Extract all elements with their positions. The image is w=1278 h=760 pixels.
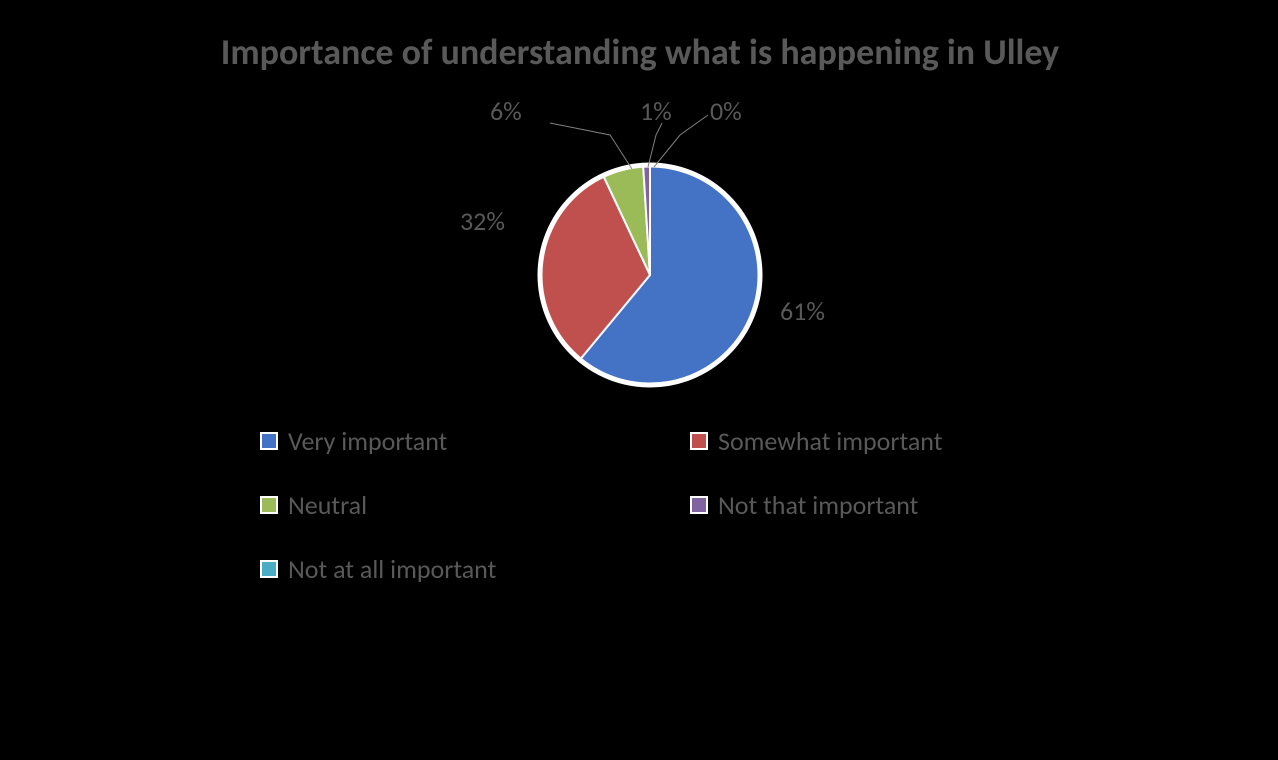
data-label-somewhat-important: 32% bbox=[460, 205, 505, 237]
legend-item-not-at-all-important: Not at all important bbox=[260, 553, 650, 585]
data-label-not-at-all-important: 0% bbox=[710, 95, 742, 127]
legend-label: Not that important bbox=[718, 489, 918, 521]
legend-item-very-important: Very important bbox=[260, 425, 650, 457]
legend-swatch bbox=[260, 560, 278, 578]
pie-chart-container: Importance of understanding what is happ… bbox=[140, 30, 1140, 585]
data-label-neutral: 6% bbox=[490, 95, 522, 127]
legend-label: Not at all important bbox=[288, 553, 496, 585]
legend-swatch bbox=[690, 496, 708, 514]
chart-title: Importance of understanding what is happ… bbox=[140, 30, 1140, 75]
legend-swatch bbox=[260, 432, 278, 450]
data-label-not-that-important: 1% bbox=[640, 95, 672, 127]
leader-line bbox=[550, 123, 632, 169]
data-label-very-important: 61% bbox=[780, 295, 825, 327]
legend-label: Very important bbox=[288, 425, 447, 457]
legend-label: Neutral bbox=[288, 489, 367, 521]
leader-lines bbox=[140, 95, 1140, 415]
legend-label: Somewhat important bbox=[718, 425, 942, 457]
legend-swatch bbox=[690, 432, 708, 450]
legend-item-neutral: Neutral bbox=[260, 489, 650, 521]
legend-item-not-that-important: Not that important bbox=[690, 489, 1080, 521]
legend: Very important Somewhat important Neutra… bbox=[260, 425, 1080, 585]
legend-swatch bbox=[260, 496, 278, 514]
legend-item-somewhat-important: Somewhat important bbox=[690, 425, 1080, 457]
pie-area: 61% 32% 6% 1% 0% bbox=[140, 95, 1140, 415]
